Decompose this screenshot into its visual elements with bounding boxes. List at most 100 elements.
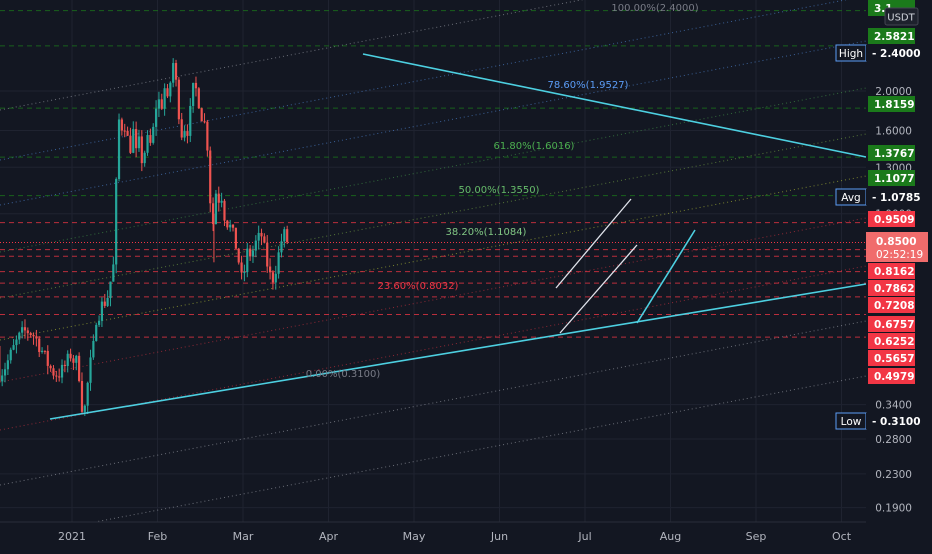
time-tick-label: Mar [233,530,254,543]
fib-label: 0.00%(0.3100) [306,369,381,380]
price-tick-label: 0.3400 [875,400,912,412]
candle-body [278,252,280,273]
time-tick-label: Jun [490,530,508,543]
price-badge-label: 0.8162 [874,266,915,278]
price-badge-label: 1.3767 [874,148,915,160]
candle-body [84,406,86,412]
candle-body [186,131,188,136]
candle-body [286,229,288,242]
price-badge-label: 0.6757 [874,319,915,331]
candle-body [67,354,69,366]
candle-body [144,153,146,163]
candle-body [221,201,223,203]
price-badge-label: 2.5821 [874,31,915,43]
time-tick-label: Jul [577,530,591,543]
fib-label: 61.80%(1.6016) [494,141,575,152]
candle-body [169,83,171,97]
candle-body [129,136,131,153]
candle-body [243,272,245,273]
candle-body [61,365,63,378]
candle-body [146,135,148,153]
candle-body [206,122,208,151]
candle-body [275,274,277,283]
fib-label: 38.20%(1.1084) [446,227,527,238]
candle-body [87,383,89,406]
candle-body [240,262,242,272]
candle-body [141,136,143,163]
candle-body [52,368,54,375]
candle-body [152,127,154,143]
candle-body [149,135,151,143]
candle-body [81,381,83,412]
candle-body [21,327,23,332]
price-badge-label: 0.5657 [874,353,915,365]
candle-body [229,225,231,228]
price-badge-label: 0.6252 [874,336,915,348]
level-tag-label: Low [841,416,862,428]
time-tick-label: Sep [746,530,767,543]
candle-body [252,251,254,257]
candle-body [95,325,97,341]
candle-body [232,225,234,228]
countdown-label: 02:52:19 [876,249,923,261]
candle-body [246,249,248,272]
fib-label: 23.60%(0.8032) [378,281,459,292]
candle-body [109,282,111,298]
candle-body [50,366,52,368]
candle-body [98,321,100,325]
currency-label[interactable]: USDT [887,13,915,24]
candle-body [178,80,180,120]
fib-label: 78.60%(1.9527) [548,80,629,91]
candle-body [209,151,211,204]
candle-body [4,369,6,375]
candle-body [258,233,260,241]
candle-body [107,298,109,306]
candle-body [126,131,128,136]
candle-body [104,302,106,306]
candle-body [226,221,228,228]
candle-body [283,229,285,241]
candle-body [269,267,271,273]
candle-body [1,375,3,381]
price-tick-label: 0.2800 [875,434,912,446]
candle-body [215,194,217,224]
price-tick-label: 0.1900 [875,503,912,515]
candle-body [15,340,17,346]
candle-body [235,228,237,249]
candle-body [260,233,262,236]
candle-body [161,99,163,108]
price-badge-label: 0.7208 [874,300,915,312]
level-value-label: - 2.4000 [872,48,921,60]
candle-body [78,356,80,381]
candle-body [192,83,194,106]
time-axis-panel[interactable] [0,522,932,550]
candle-body [198,88,200,108]
candle-body [44,351,46,352]
candle-body [115,179,117,264]
candle-body [89,357,91,382]
candle-body [238,249,240,263]
candle-body [55,376,57,377]
candle-body [266,243,268,267]
time-tick-label: Oct [832,530,852,543]
time-tick-label: 2021 [58,530,86,543]
candle-body [124,131,126,132]
current-price-label: 0.8500 [876,236,917,248]
candle-body [69,354,71,359]
time-tick-label: Apr [319,530,339,543]
level-value-label: - 1.0785 [872,192,921,204]
candle-body [24,327,26,330]
candle-body [272,272,274,282]
candle-body [195,83,197,88]
candle-body [181,119,183,137]
candle-body [41,351,43,352]
candle-body [58,376,60,377]
candle-body [47,351,49,366]
price-badge-label: 0.9509 [874,214,915,226]
candle-body [280,241,282,252]
time-tick-label: May [403,530,426,543]
level-tag-label: Avg [841,192,860,204]
candle-body [35,336,37,338]
